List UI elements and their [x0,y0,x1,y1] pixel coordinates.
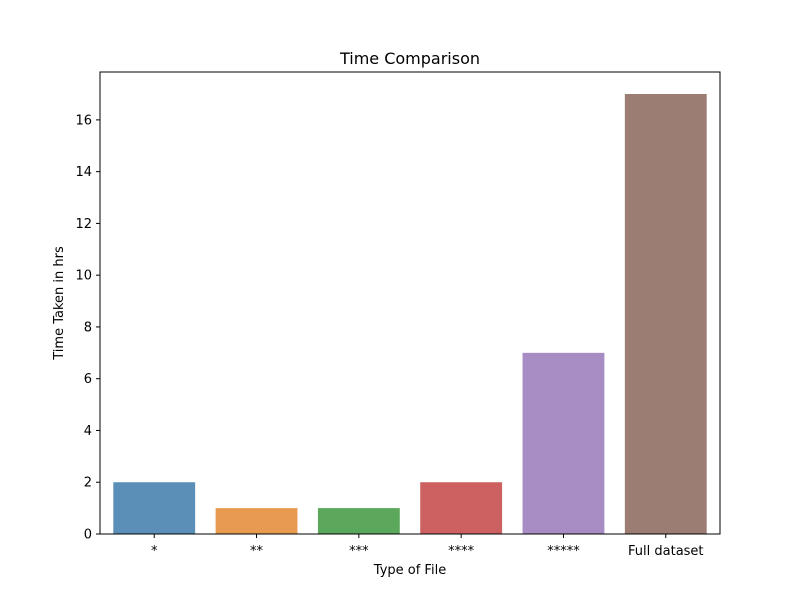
plot-frame [99,71,721,535]
bar-3 [420,482,503,534]
y-tick-label: 8 [84,320,92,335]
bar-4 [522,352,605,534]
x-tick-label: *** [349,544,369,559]
x-axis-ticks: * ** *** **** ***** Full dataset [151,534,704,559]
x-tick-label: * [151,544,158,559]
bar-0 [113,482,196,534]
bar-2 [317,508,400,534]
bar-5 [624,94,707,534]
y-tick-label: 2 [84,476,92,491]
x-tick-label: **** [448,544,475,559]
chart-title: Time Comparison [339,49,480,68]
y-axis-ticks: 0 2 4 6 8 10 12 14 16 [75,113,100,543]
x-tick-label: ***** [547,544,580,559]
y-tick-label: 4 [84,424,92,439]
y-tick-label: 12 [75,217,92,232]
x-axis-label: Type of File [373,563,446,578]
x-tick-label: ** [250,544,264,559]
bars-layer [113,94,707,534]
y-axis-label: Time Taken in hrs [52,246,67,361]
y-tick-label: 16 [75,113,92,128]
y-tick-label: 6 [84,372,92,387]
y-tick-label: 10 [75,269,92,284]
x-tick-label: Full dataset [628,544,704,559]
bar-1 [215,508,298,534]
y-tick-label: 14 [75,165,92,180]
y-tick-label: 0 [84,528,92,543]
